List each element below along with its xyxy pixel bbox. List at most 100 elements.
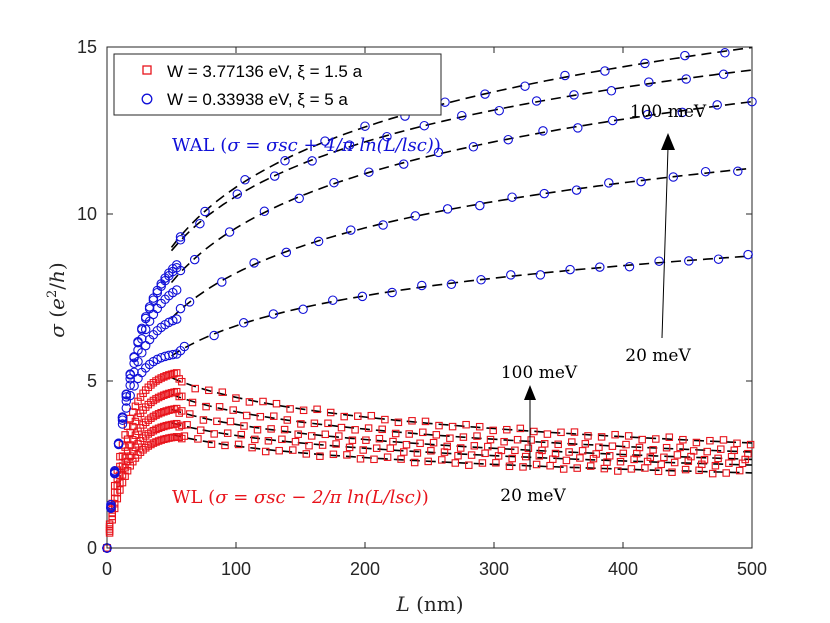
x-axis-title: L (nm)	[395, 592, 463, 616]
wal-marker	[117, 412, 128, 422]
wal-marker	[410, 211, 421, 221]
wl-marker	[484, 442, 492, 451]
wl-marker	[205, 386, 213, 395]
wal-marker	[307, 156, 317, 166]
wl-marker	[586, 462, 595, 470]
wal-fit-line	[171, 255, 753, 357]
wl-marker	[714, 454, 722, 463]
wl-marker	[178, 392, 186, 401]
wl-marker	[223, 429, 232, 437]
wl-marker	[359, 446, 367, 454]
wal-marker	[217, 277, 227, 287]
wl-marker	[500, 437, 508, 446]
wl-marker	[565, 448, 573, 456]
wl-marker	[129, 408, 137, 416]
wl-marker	[370, 455, 378, 464]
wl-marker	[175, 423, 183, 431]
wal-marker	[382, 131, 392, 142]
legend-marker-circle	[141, 93, 153, 105]
wl-marker	[595, 443, 603, 451]
wl-marker	[405, 430, 413, 438]
data-markers	[102, 48, 757, 553]
wl-bottom-label: 20 meV	[500, 486, 566, 506]
wl-marker	[126, 441, 134, 449]
wl-marker	[154, 424, 163, 433]
wal-marker	[668, 172, 679, 182]
wl-marker	[310, 419, 319, 428]
wal-marker	[238, 318, 249, 328]
wl-marker	[136, 448, 145, 456]
wl-marker	[172, 387, 181, 396]
wl-marker	[149, 426, 158, 435]
wl-marker	[540, 440, 549, 448]
wal-marker	[636, 176, 646, 187]
wal-marker	[595, 262, 605, 272]
wal-marker	[171, 263, 182, 273]
wal-marker	[468, 142, 479, 152]
wl-marker	[700, 455, 709, 464]
wal-marker	[446, 279, 457, 290]
wal-marker	[712, 100, 722, 110]
wl-fit-line	[171, 393, 753, 453]
wl-marker	[147, 440, 155, 449]
wl-marker	[141, 403, 150, 411]
wal-marker	[268, 309, 279, 319]
wl-marker	[527, 436, 535, 444]
wal-marker	[571, 185, 582, 195]
wl-marker	[605, 452, 614, 460]
wal-marker	[457, 110, 467, 121]
wl-marker	[194, 435, 202, 443]
wl-marker	[695, 466, 703, 475]
wl-marker	[129, 436, 137, 444]
wal-marker	[364, 167, 374, 177]
wl-marker	[307, 432, 316, 440]
wl-marker	[516, 424, 525, 433]
wl-marker	[196, 426, 205, 434]
wal-marker	[681, 74, 691, 84]
wl-marker	[253, 425, 262, 434]
wal-marker	[680, 50, 690, 61]
wl-marker	[118, 452, 127, 460]
wl-marker	[730, 446, 739, 455]
wal-marker	[684, 256, 694, 266]
wl-marker	[459, 433, 468, 441]
wl-marker	[524, 444, 533, 452]
wl-marker	[226, 417, 235, 426]
wl-marker	[162, 372, 171, 380]
wl-marker	[375, 434, 384, 443]
wl-marker	[139, 421, 147, 429]
wl-marker	[505, 462, 514, 471]
wal-marker	[475, 200, 485, 211]
x-tick-label: 300	[479, 559, 509, 579]
wl-marker	[147, 381, 155, 389]
wl-marker	[345, 443, 354, 452]
wal-marker	[113, 438, 124, 449]
wl-marker	[139, 434, 147, 442]
wl-marker	[622, 440, 630, 449]
wl-marker	[584, 432, 592, 440]
wl-marker	[689, 447, 698, 455]
wal-marker	[137, 323, 147, 334]
wl-marker	[178, 434, 186, 443]
wl-marker	[105, 520, 114, 528]
wl-marker	[154, 410, 163, 418]
wal-marker	[720, 48, 730, 58]
wl-marker	[351, 426, 359, 434]
wl-marker	[513, 435, 522, 444]
wal-marker	[148, 293, 159, 303]
wl-marker	[638, 435, 646, 444]
wl-marker	[413, 449, 422, 457]
wl-marker	[316, 452, 324, 460]
wl-marker	[635, 443, 644, 452]
wl-marker	[340, 412, 348, 421]
wl-marker	[165, 389, 173, 398]
wl-marker	[543, 430, 552, 438]
wl-marker	[649, 446, 657, 454]
wl-marker	[378, 425, 386, 434]
wl-marker	[134, 413, 142, 421]
wl-marker	[511, 446, 519, 455]
wl-marker	[372, 444, 381, 452]
wl-marker	[467, 451, 476, 459]
wl-marker	[660, 453, 668, 462]
wl-marker	[670, 458, 679, 467]
